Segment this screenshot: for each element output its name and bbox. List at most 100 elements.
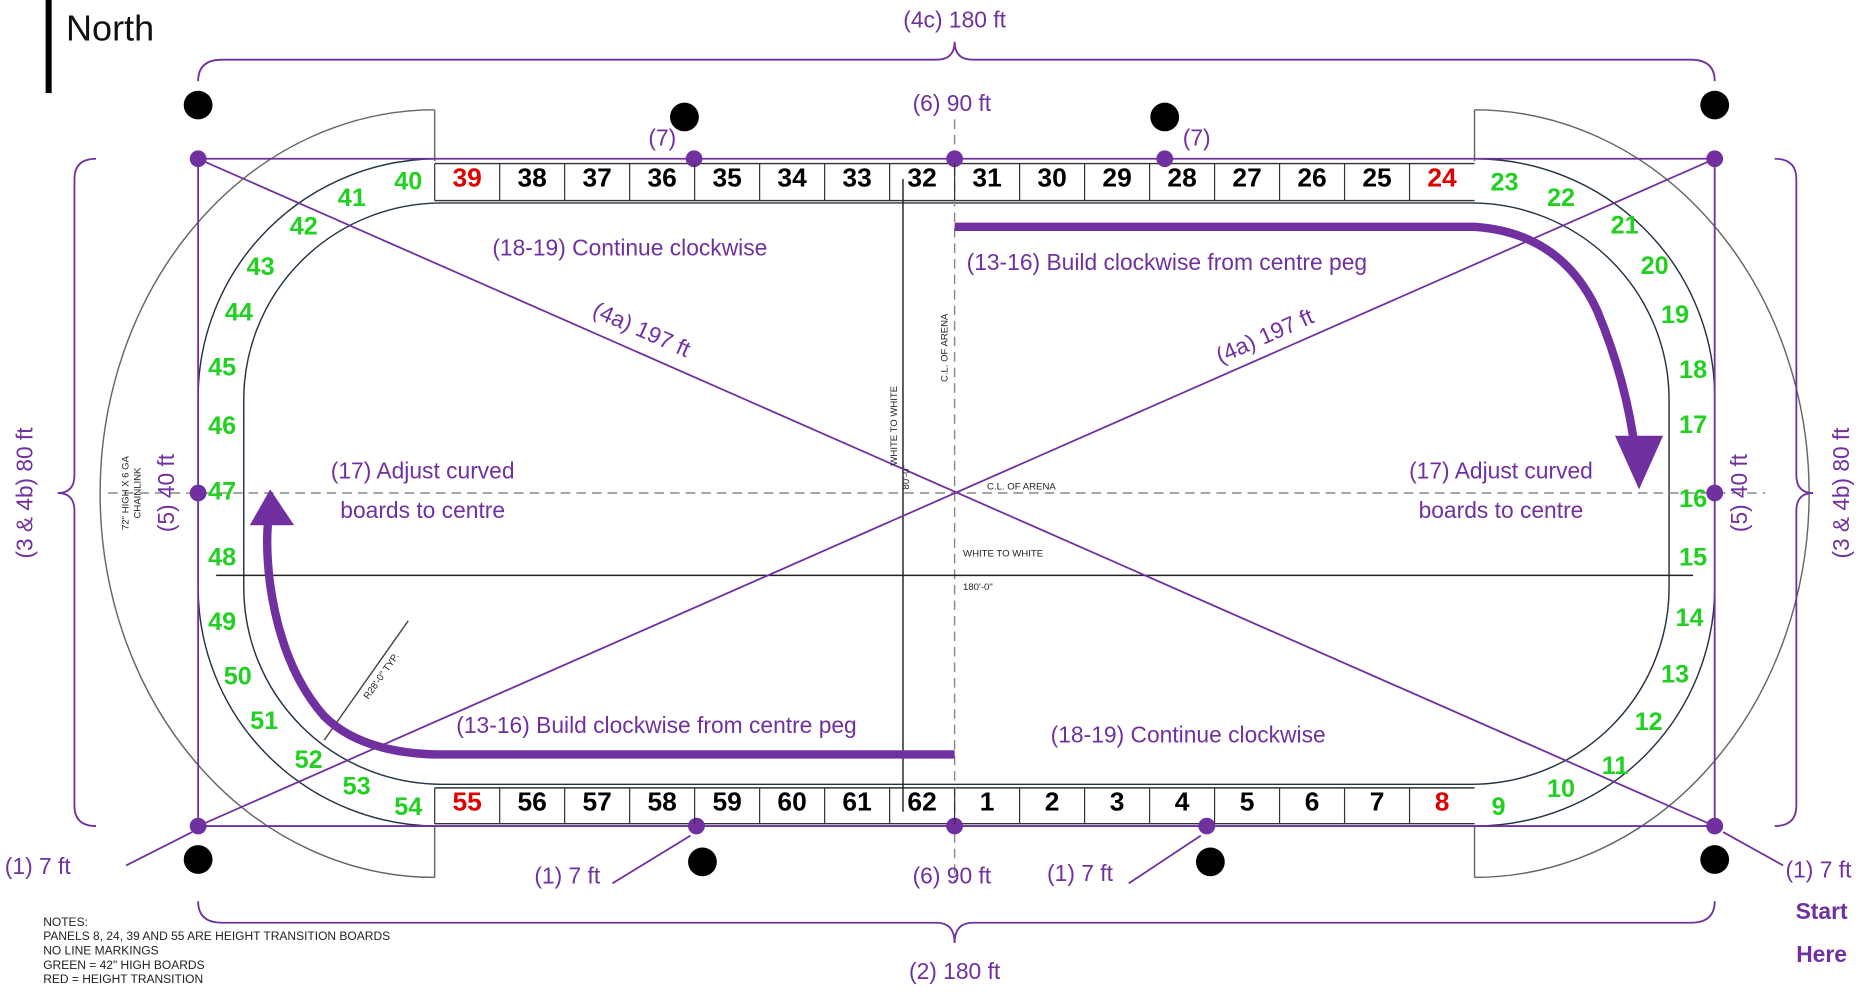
dim-label: (3 & 4b) 80 ft	[1828, 427, 1854, 559]
panel-number: 58	[647, 786, 676, 816]
pegs	[189, 150, 1724, 835]
panel-number: 62	[907, 786, 936, 816]
step-label: (17) Adjust curved	[331, 458, 515, 484]
dim-label: (3 & 4b) 80 ft	[11, 427, 37, 559]
panel-number: 15	[1679, 543, 1707, 571]
panel-number: 39	[452, 163, 481, 193]
dim-label: (4a) 197 ft	[1212, 303, 1318, 369]
dim-label: (5) 40 ft	[153, 453, 179, 532]
drawing-label: WHITE TO WHITE	[963, 548, 1043, 559]
panel-number: 36	[647, 163, 676, 193]
panel-number: 21	[1611, 211, 1639, 239]
panel-number: 41	[338, 184, 366, 212]
drawing-label: C.L. OF ARENA	[987, 482, 1056, 493]
start-label: Here	[1796, 941, 1847, 967]
panel-number: 30	[1037, 163, 1066, 193]
step-label: (13-16) Build clockwise from centre peg	[456, 712, 856, 738]
panel-number: 43	[247, 253, 275, 281]
panel-number: 38	[517, 163, 546, 193]
panel-number: 55	[452, 786, 481, 816]
title: North	[66, 8, 154, 49]
step-label: boards to centre	[340, 497, 505, 523]
drawing-label: WHITE TO WHITE	[889, 386, 900, 466]
dim-label: (6) 90 ft	[913, 90, 992, 116]
arrowheads	[249, 435, 1664, 526]
panel-number: 5	[1240, 786, 1255, 816]
step-label: (17) Adjust curved	[1409, 458, 1593, 484]
panel-number: 18	[1679, 356, 1707, 384]
panel-number: 16	[1679, 485, 1707, 513]
start-label: Start	[1796, 898, 1848, 924]
panel-number: 4	[1175, 786, 1190, 816]
panel-number: 34	[777, 163, 807, 193]
panel-number: 27	[1232, 163, 1261, 193]
panel-number: 48	[208, 543, 236, 571]
panel-number: 25	[1362, 163, 1391, 193]
panel-number: 59	[712, 786, 741, 816]
panel-number: 9	[1492, 793, 1506, 821]
panel-number: 61	[842, 786, 871, 816]
drawing-label: 80'-0"	[901, 465, 912, 489]
panel-number: 8	[1435, 786, 1450, 816]
dim-label: (6) 90 ft	[913, 862, 992, 888]
panel-number: 24	[1427, 163, 1457, 193]
panel-number: 28	[1167, 163, 1196, 193]
dim-label: (4a) 197 ft	[589, 296, 695, 362]
drawing-label: 72" HIGH X 6 GA	[121, 455, 132, 529]
north-bar	[45, 0, 52, 94]
peg-label: (1) 7 ft	[5, 853, 72, 879]
panel-number: 46	[208, 412, 236, 440]
panel-number: 10	[1547, 775, 1575, 803]
note-line: NO LINE MARKINGS	[43, 944, 158, 958]
drawing-label: CHAINLINK	[133, 467, 144, 518]
panel-number: 23	[1491, 169, 1519, 197]
panel-number: 2	[1045, 786, 1060, 816]
step-label: boards to centre	[1419, 497, 1584, 523]
panel-number: 26	[1297, 163, 1326, 193]
dim-label: (7)	[1183, 125, 1211, 151]
panel-number: 32	[907, 163, 936, 193]
panel-number: 49	[208, 608, 236, 636]
panel-number: 7	[1370, 786, 1385, 816]
panel-number: 42	[290, 213, 318, 241]
panel-number: 53	[343, 773, 371, 801]
panel-number: 54	[394, 793, 422, 821]
step-label: (13-16) Build clockwise from centre peg	[967, 249, 1367, 275]
panel-number: 17	[1679, 411, 1707, 439]
peg-label: (1) 7 ft	[1786, 856, 1853, 882]
panel-number: 45	[208, 354, 236, 382]
posts	[183, 90, 1730, 877]
panel-number: 6	[1305, 786, 1320, 816]
panel-number: 12	[1635, 708, 1663, 736]
panel-number: 1	[980, 786, 995, 816]
panel-number: 52	[295, 746, 323, 774]
panel-number: 51	[250, 707, 278, 735]
panel-number: 37	[582, 163, 611, 193]
panel-number: 14	[1675, 604, 1703, 632]
dim-label: (4c) 180 ft	[903, 7, 1006, 33]
dim-label: (2) 180 ft	[909, 958, 1001, 984]
panel-number: 33	[842, 163, 871, 193]
note-line: NOTES:	[43, 915, 88, 929]
panel-number: 11	[1602, 752, 1629, 780]
note-line: RED = HEIGHT TRANSITION	[43, 972, 203, 986]
panel-number: 47	[208, 478, 236, 506]
note-line: PANELS 8, 24, 39 AND 55 ARE HEIGHT TRANS…	[43, 929, 390, 943]
drawing-label: 180'-0"	[963, 582, 993, 593]
step-label: (18-19) Continue clockwise	[1051, 722, 1326, 748]
panel-number: 13	[1661, 660, 1689, 688]
panel-number: 31	[972, 163, 1001, 193]
dim-label: (7)	[648, 125, 676, 151]
peg-label: (1) 7 ft	[534, 862, 601, 888]
panel-number: 35	[712, 163, 741, 193]
panel-number: 56	[517, 786, 546, 816]
panel-number: 20	[1641, 252, 1669, 280]
panel-number: 57	[582, 786, 611, 816]
panel-number: 44	[225, 299, 253, 327]
step-label: (18-19) Continue clockwise	[492, 235, 767, 261]
panel-number: 29	[1102, 163, 1131, 193]
notes: NOTES:PANELS 8, 24, 39 AND 55 ARE HEIGHT…	[43, 915, 390, 986]
panel-number: 3	[1110, 786, 1125, 816]
